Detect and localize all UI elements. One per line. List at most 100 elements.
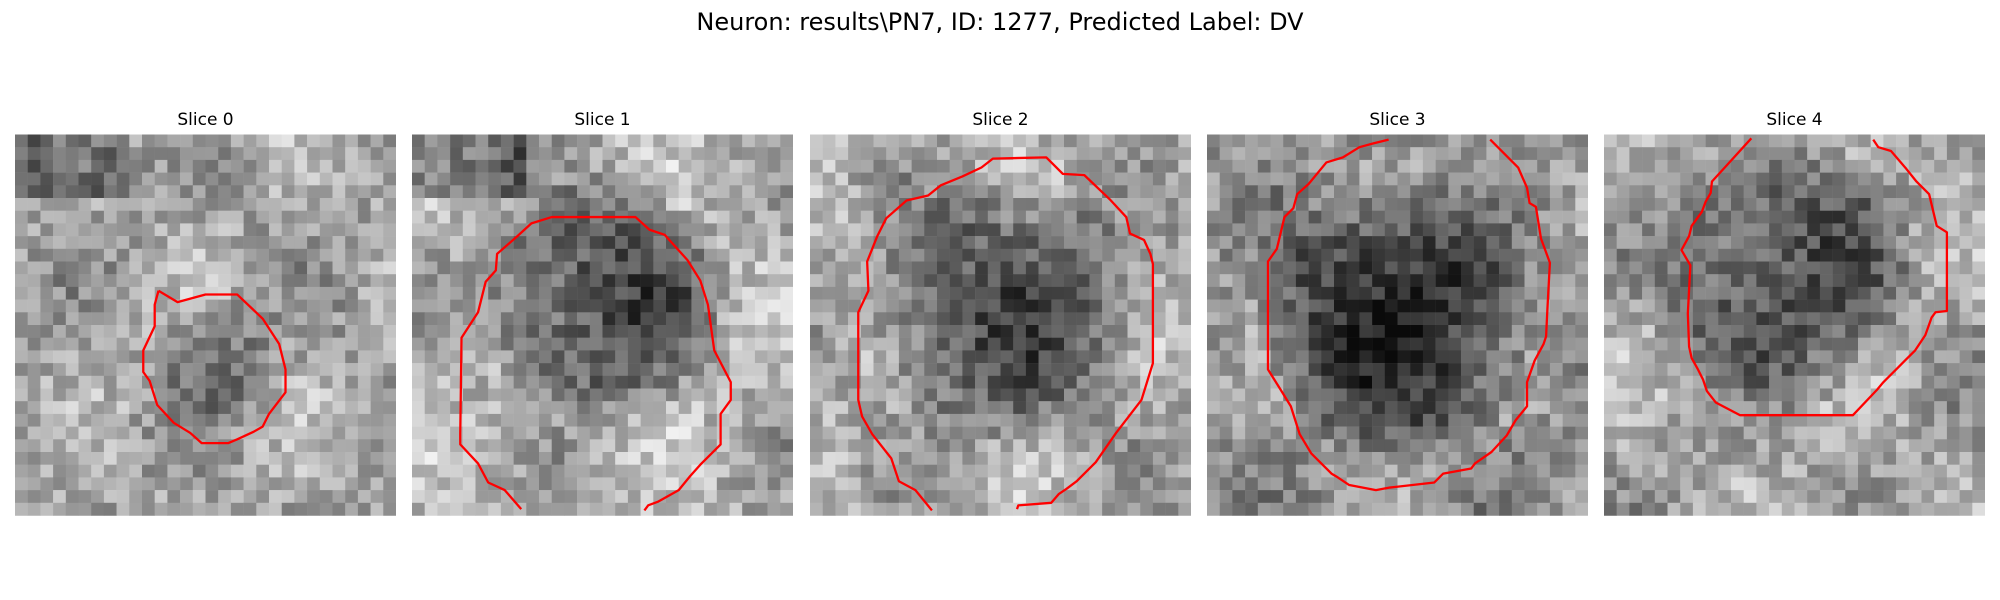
pixel — [1245, 147, 1259, 161]
pixel — [780, 274, 793, 288]
pixel — [370, 325, 384, 338]
pixel — [810, 248, 823, 262]
pixel — [1257, 185, 1271, 199]
pixel — [539, 312, 552, 326]
pixel — [154, 452, 168, 465]
pixel — [911, 426, 925, 440]
pixel — [1140, 325, 1154, 338]
pixel — [142, 350, 155, 364]
pixel — [1807, 198, 1821, 211]
pixel — [1604, 286, 1617, 300]
pixel — [53, 452, 67, 465]
pixel — [704, 439, 718, 453]
pixel — [627, 198, 641, 211]
pixel — [1908, 490, 1922, 504]
pixel — [1448, 426, 1462, 440]
pixel — [142, 502, 155, 516]
pixel — [1346, 439, 1360, 453]
pixel — [1127, 388, 1141, 402]
pixel — [437, 299, 451, 313]
pixel — [962, 312, 976, 326]
pixel — [332, 286, 346, 300]
pixel — [1680, 312, 1694, 326]
pixel — [116, 337, 130, 351]
pixel — [1845, 312, 1859, 326]
pixel — [653, 248, 667, 262]
pixel — [1283, 248, 1297, 262]
pixel — [1794, 502, 1808, 516]
pixel — [640, 147, 654, 161]
pixel — [192, 299, 206, 313]
pixel — [704, 490, 718, 504]
pixel — [281, 274, 295, 288]
pixel — [1642, 337, 1656, 351]
pixel — [1334, 363, 1347, 377]
pixel — [205, 147, 219, 161]
pixel — [450, 477, 464, 491]
pixel — [539, 388, 552, 402]
pixel — [1667, 223, 1681, 237]
pixel — [1152, 452, 1166, 465]
pixel — [1896, 439, 1910, 453]
pixel — [1705, 210, 1719, 224]
pixel — [1448, 286, 1462, 300]
pixel — [1718, 439, 1732, 453]
pixel — [1934, 159, 1948, 173]
pixel — [551, 159, 565, 173]
pixel — [1051, 502, 1065, 516]
pixel — [383, 286, 396, 300]
pixel — [1680, 299, 1694, 313]
pixel — [1270, 172, 1284, 186]
pixel — [307, 312, 321, 326]
pixel — [488, 210, 502, 224]
pixel — [1794, 452, 1808, 465]
pixel — [860, 388, 874, 402]
pixel — [1359, 502, 1373, 516]
pixel — [898, 147, 912, 161]
pixel — [627, 363, 641, 377]
pixel — [1448, 236, 1462, 250]
pixel — [129, 464, 143, 478]
pixel — [1845, 299, 1859, 313]
pixel — [1013, 413, 1027, 427]
pixel — [835, 502, 849, 516]
pixel — [1397, 248, 1411, 262]
pixel — [589, 464, 603, 478]
pixel — [1359, 147, 1373, 161]
pixel — [602, 413, 616, 427]
pixel — [767, 490, 781, 504]
pixel — [822, 236, 836, 250]
pixel — [319, 223, 333, 237]
pixel — [1654, 452, 1668, 465]
pixel — [116, 286, 130, 300]
pixel — [1845, 375, 1859, 389]
pixel — [1743, 375, 1757, 389]
slice-image — [1207, 134, 1588, 516]
pixel — [294, 312, 308, 326]
pixel — [1934, 337, 1948, 351]
pixel — [1921, 413, 1935, 427]
pixel — [230, 299, 244, 313]
pixel — [1038, 337, 1052, 351]
pixel — [1461, 350, 1474, 364]
pixel — [103, 439, 117, 453]
pixel — [513, 223, 527, 237]
pixel — [1769, 401, 1783, 415]
pixel — [475, 375, 489, 389]
pixel — [91, 236, 105, 250]
pixel — [1000, 401, 1014, 415]
pixel — [1946, 159, 1960, 173]
pixel — [1832, 312, 1846, 326]
pixel — [307, 490, 321, 504]
pixel — [154, 248, 168, 262]
pixel — [1219, 223, 1233, 237]
pixel — [192, 477, 206, 491]
pixel — [230, 274, 244, 288]
pixel — [754, 439, 768, 453]
pixel — [1232, 210, 1246, 224]
pixel — [1858, 363, 1871, 377]
pixel — [1486, 312, 1500, 326]
pixel — [78, 401, 92, 415]
pixel — [1140, 198, 1154, 211]
pixel — [1549, 452, 1563, 465]
